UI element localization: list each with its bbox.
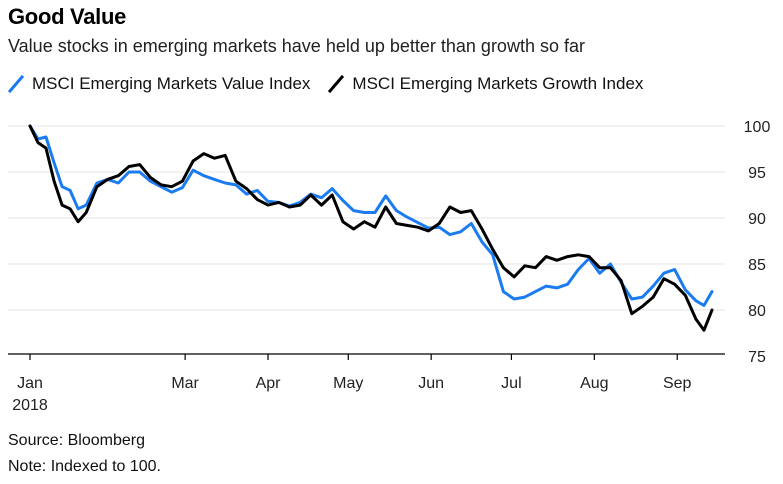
x-tick-label: Jun (418, 375, 444, 392)
chart-subtitle: Value stocks in emerging markets have he… (8, 36, 585, 56)
x-tick-label: Sep (663, 375, 692, 392)
x-tick-label: May (333, 375, 363, 392)
y-tick-label: 100 (744, 119, 771, 136)
legend-item-value: MSCI Emerging Markets Value Index (8, 74, 310, 94)
legend: MSCI Emerging Markets Value Index MSCI E… (8, 71, 661, 97)
legend-swatch-growth (328, 75, 345, 93)
series-lines (28, 124, 714, 332)
y-tick-label: 90 (748, 211, 766, 228)
x-tick-label: Mar (171, 375, 199, 392)
value-index-line (28, 124, 714, 307)
y-tick-label: 95 (748, 165, 766, 182)
legend-label-growth: MSCI Emerging Markets Growth Index (352, 74, 644, 93)
y-tick-label: 85 (748, 257, 766, 274)
source-note: Source: Bloomberg (8, 432, 145, 449)
x-tick-sublabel: 2018 (12, 397, 48, 414)
growth-index-line (28, 124, 714, 332)
x-tick-label: Aug (580, 375, 608, 392)
y-tick-label: 80 (748, 303, 766, 320)
x-tick-label: Jan (17, 375, 43, 392)
y-tick-label: 75 (748, 349, 766, 366)
legend-item-growth: MSCI Emerging Markets Growth Index (328, 74, 643, 94)
footnote: Note: Indexed to 100. (8, 458, 161, 475)
chart-title: Good Value (8, 4, 127, 29)
legend-swatch-value (8, 75, 24, 93)
x-axis: Jan 2018 Mar Apr May Jun Jul Aug Sep (8, 353, 725, 414)
x-tick-label: Jul (501, 375, 521, 392)
legend-label-value: MSCI Emerging Markets Value Index (32, 74, 311, 93)
y-axis: 75 80 85 90 95 100 (744, 119, 771, 366)
x-tick-label: Apr (256, 375, 282, 392)
grid-lines (8, 125, 725, 311)
